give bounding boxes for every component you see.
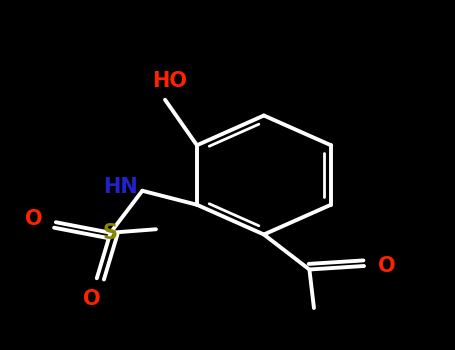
Text: HN: HN bbox=[103, 177, 138, 197]
Text: O: O bbox=[378, 256, 395, 276]
Text: S: S bbox=[103, 223, 118, 243]
Text: O: O bbox=[83, 289, 101, 309]
Text: O: O bbox=[25, 209, 42, 229]
Text: HO: HO bbox=[152, 71, 187, 91]
